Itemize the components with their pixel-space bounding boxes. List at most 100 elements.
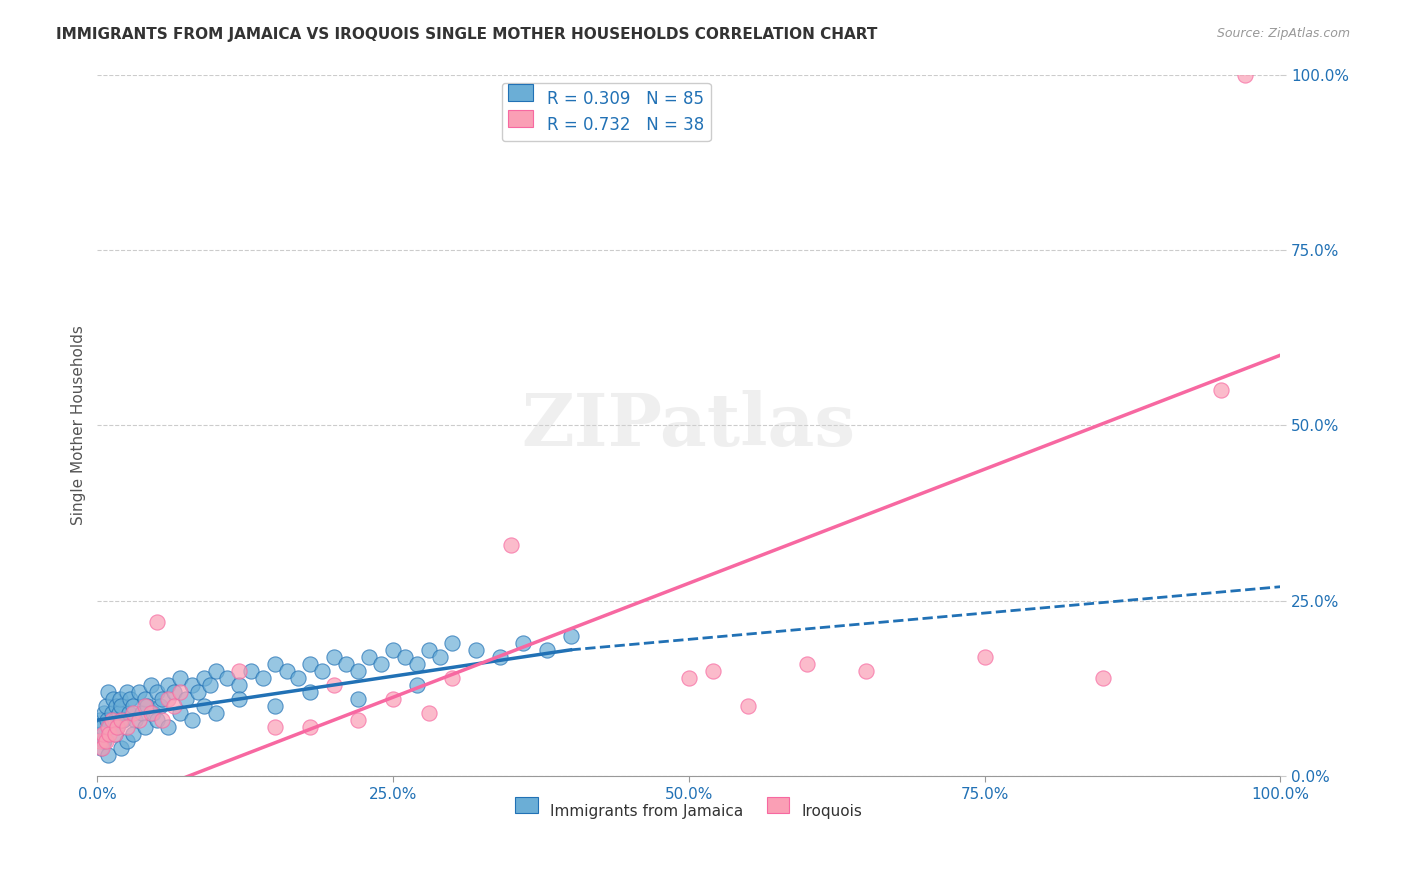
Point bbox=[124, 713, 146, 727]
Point bbox=[121, 727, 143, 741]
Point bbox=[169, 706, 191, 720]
Point bbox=[228, 692, 250, 706]
Point bbox=[128, 713, 150, 727]
Point bbox=[346, 713, 368, 727]
Point bbox=[299, 657, 322, 671]
Point bbox=[93, 706, 115, 720]
Point bbox=[1233, 68, 1256, 82]
Point bbox=[101, 692, 124, 706]
Point bbox=[121, 706, 143, 720]
Point bbox=[394, 649, 416, 664]
Point bbox=[108, 692, 131, 706]
Point bbox=[488, 649, 510, 664]
Point bbox=[110, 698, 132, 713]
Point bbox=[429, 649, 451, 664]
Point bbox=[97, 748, 120, 763]
Point bbox=[252, 671, 274, 685]
Point bbox=[139, 706, 162, 720]
Point bbox=[145, 615, 167, 629]
Point bbox=[299, 685, 322, 699]
Point bbox=[115, 734, 138, 748]
Point bbox=[287, 671, 309, 685]
Point bbox=[104, 727, 127, 741]
Point bbox=[174, 692, 197, 706]
Point bbox=[91, 734, 114, 748]
Point bbox=[107, 720, 129, 734]
Point bbox=[89, 734, 111, 748]
Point bbox=[346, 692, 368, 706]
Point bbox=[139, 678, 162, 692]
Point bbox=[105, 698, 128, 713]
Point bbox=[405, 657, 427, 671]
Point bbox=[149, 698, 172, 713]
Point bbox=[145, 685, 167, 699]
Point bbox=[97, 685, 120, 699]
Point bbox=[418, 643, 440, 657]
Point bbox=[134, 692, 156, 706]
Point bbox=[276, 664, 298, 678]
Text: IMMIGRANTS FROM JAMAICA VS IROQUOIS SINGLE MOTHER HOUSEHOLDS CORRELATION CHART: IMMIGRANTS FROM JAMAICA VS IROQUOIS SING… bbox=[56, 27, 877, 42]
Point bbox=[110, 741, 132, 756]
Point bbox=[157, 720, 180, 734]
Point bbox=[501, 538, 523, 552]
Point bbox=[370, 657, 392, 671]
Point bbox=[131, 706, 153, 720]
Point bbox=[335, 657, 357, 671]
Point bbox=[441, 671, 464, 685]
Point bbox=[107, 706, 129, 720]
Point bbox=[163, 685, 186, 699]
Point bbox=[441, 636, 464, 650]
Point bbox=[263, 657, 285, 671]
Point bbox=[169, 671, 191, 685]
Point bbox=[152, 713, 174, 727]
Point bbox=[97, 720, 120, 734]
Point bbox=[110, 713, 132, 727]
Point bbox=[98, 720, 121, 734]
Point bbox=[120, 692, 142, 706]
Point bbox=[157, 678, 180, 692]
Point bbox=[382, 643, 405, 657]
Point bbox=[118, 706, 141, 720]
Point bbox=[299, 720, 322, 734]
Point bbox=[198, 678, 221, 692]
Point bbox=[169, 685, 191, 699]
Point bbox=[204, 706, 226, 720]
Point bbox=[91, 727, 114, 741]
Point bbox=[94, 698, 117, 713]
Point bbox=[157, 692, 180, 706]
Point bbox=[204, 664, 226, 678]
Point bbox=[193, 671, 215, 685]
Point bbox=[464, 643, 486, 657]
Point bbox=[89, 713, 111, 727]
Point bbox=[142, 706, 165, 720]
Point bbox=[855, 664, 877, 678]
Point bbox=[228, 664, 250, 678]
Point bbox=[152, 692, 174, 706]
Point bbox=[104, 713, 127, 727]
Point bbox=[405, 678, 427, 692]
Point bbox=[136, 698, 159, 713]
Point bbox=[181, 713, 204, 727]
Point bbox=[93, 734, 115, 748]
Point bbox=[100, 713, 122, 727]
Point bbox=[90, 727, 112, 741]
Point bbox=[187, 685, 209, 699]
Point bbox=[418, 706, 440, 720]
Point bbox=[382, 692, 405, 706]
Point bbox=[796, 657, 818, 671]
Point bbox=[536, 643, 558, 657]
Point bbox=[737, 698, 759, 713]
Text: ZIPatlas: ZIPatlas bbox=[522, 390, 856, 461]
Point bbox=[107, 720, 129, 734]
Legend: Immigrants from Jamaica, Iroquois: Immigrants from Jamaica, Iroquois bbox=[509, 797, 869, 825]
Point bbox=[323, 649, 346, 664]
Point bbox=[560, 629, 582, 643]
Point bbox=[1211, 384, 1233, 398]
Point bbox=[217, 671, 239, 685]
Point bbox=[263, 698, 285, 713]
Point bbox=[91, 720, 114, 734]
Point bbox=[181, 678, 204, 692]
Point bbox=[121, 698, 143, 713]
Point bbox=[163, 698, 186, 713]
Point bbox=[228, 678, 250, 692]
